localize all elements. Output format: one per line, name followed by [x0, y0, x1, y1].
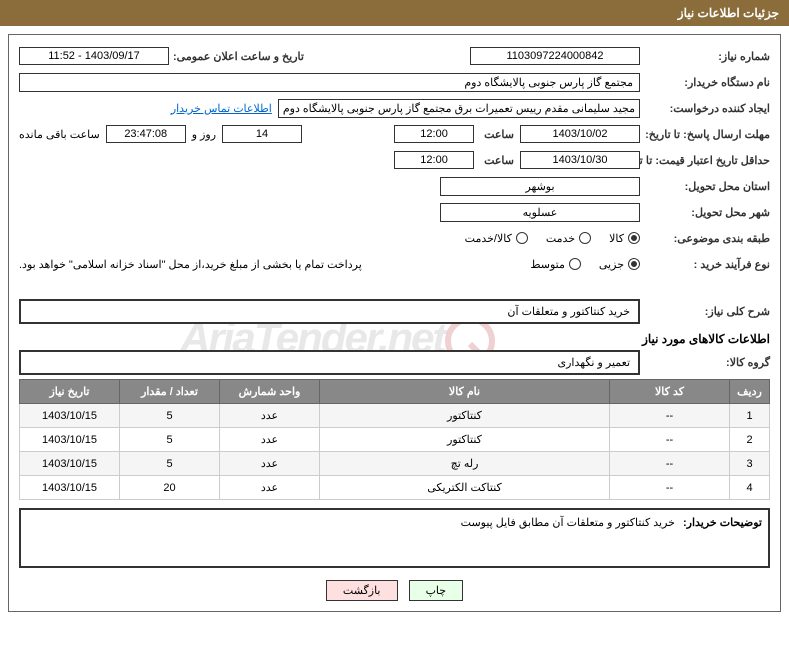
- buyer-notes-label: توضیحات خریدار:: [675, 516, 762, 560]
- group-label: گروه کالا:: [640, 356, 770, 369]
- cell-unit: عدد: [220, 452, 320, 476]
- cell-code: --: [610, 476, 730, 500]
- radio-goods-service[interactable]: کالا/خدمت: [465, 232, 528, 245]
- back-button[interactable]: بازگشت: [326, 580, 398, 601]
- radio-medium[interactable]: متوسط: [530, 258, 581, 271]
- response-deadline-label: مهلت ارسال پاسخ: تا تاریخ:: [640, 128, 770, 141]
- purchase-type-radio-group: جزیی متوسط: [530, 258, 640, 271]
- cell-unit: عدد: [220, 476, 320, 500]
- need-number-label: شماره نیاز:: [640, 50, 770, 63]
- cell-qty: 20: [120, 476, 220, 500]
- radio-partial[interactable]: جزیی: [599, 258, 640, 271]
- need-number-value: 1103097224000842: [470, 47, 640, 65]
- city-value: عسلویه: [440, 203, 640, 222]
- cell-unit: عدد: [220, 404, 320, 428]
- time-label-1: ساعت: [480, 128, 514, 141]
- cell-code: --: [610, 404, 730, 428]
- radio-goods[interactable]: کالا: [609, 232, 640, 245]
- announce-label: تاریخ و ساعت اعلان عمومی:: [169, 50, 304, 63]
- goods-info-title: اطلاعات کالاهای مورد نیاز: [19, 332, 770, 346]
- table-row: 1--کنتاکتورعدد51403/10/15: [20, 404, 770, 428]
- th-name: نام کالا: [320, 380, 610, 404]
- response-date: 1403/10/02: [520, 125, 640, 143]
- buyer-org-value: مجتمع گاز پارس جنوبی پالایشگاه دوم: [19, 73, 640, 92]
- general-desc-label: شرح کلی نیاز:: [640, 305, 770, 318]
- th-code: کد کالا: [610, 380, 730, 404]
- header-title: جزئیات اطلاعات نیاز: [678, 6, 779, 20]
- cell-qty: 5: [120, 404, 220, 428]
- cell-date: 1403/10/15: [20, 452, 120, 476]
- purchase-type-label: نوع فرآیند خرید :: [640, 258, 770, 271]
- validity-date: 1403/10/30: [520, 151, 640, 169]
- cell-row: 2: [730, 428, 770, 452]
- days-and-label: روز و: [192, 128, 216, 141]
- radio-service[interactable]: خدمت: [546, 232, 591, 245]
- table-row: 3--رله تچعدد51403/10/15: [20, 452, 770, 476]
- remaining-label: ساعت باقی مانده: [19, 128, 100, 141]
- validity-label: حداقل تاریخ اعتبار قیمت: تا تاریخ:: [640, 154, 770, 167]
- table-row: 4--کنتاکت الکتریکیعدد201403/10/15: [20, 476, 770, 500]
- th-date: تاریخ نیاز: [20, 380, 120, 404]
- buyer-org-label: نام دستگاه خریدار:: [640, 76, 770, 89]
- cell-qty: 5: [120, 452, 220, 476]
- cell-name: رله تچ: [320, 452, 610, 476]
- cell-row: 3: [730, 452, 770, 476]
- cell-name: کنتاکتور: [320, 404, 610, 428]
- cell-code: --: [610, 452, 730, 476]
- validity-time: 12:00: [394, 151, 474, 169]
- th-row: ردیف: [730, 380, 770, 404]
- cell-qty: 5: [120, 428, 220, 452]
- response-time: 12:00: [394, 125, 474, 143]
- general-desc-value: خرید کنتاکتور و متعلقات آن: [19, 299, 640, 324]
- category-label: طبقه بندی موضوعی:: [640, 232, 770, 245]
- city-label: شهر محل تحویل:: [640, 206, 770, 219]
- cell-name: کنتاکت الکتریکی: [320, 476, 610, 500]
- cell-date: 1403/10/15: [20, 476, 120, 500]
- print-button[interactable]: چاپ: [409, 580, 464, 601]
- buyer-notes-box: توضیحات خریدار: خرید کنتاکتور و متعلقات …: [19, 508, 770, 568]
- cell-row: 4: [730, 476, 770, 500]
- table-row: 2--کنتاکتورعدد51403/10/15: [20, 428, 770, 452]
- th-unit: واحد شمارش: [220, 380, 320, 404]
- cell-unit: عدد: [220, 428, 320, 452]
- requester-value: مجید سلیمانی مقدم رییس تعمیرات برق مجتمع…: [278, 99, 640, 118]
- group-value: تعمیر و نگهداری: [19, 350, 640, 375]
- cell-name: کنتاکتور: [320, 428, 610, 452]
- goods-table: ردیف کد کالا نام کالا واحد شمارش تعداد /…: [19, 379, 770, 500]
- province-label: استان محل تحویل:: [640, 180, 770, 193]
- content-panel: شماره نیاز: 1103097224000842 تاریخ و ساع…: [8, 34, 781, 612]
- buyer-notes-value: خرید کنتاکتور و متعلقات آن مطابق فایل پی…: [27, 516, 675, 560]
- category-radio-group: کالا خدمت کالا/خدمت: [465, 232, 640, 245]
- cell-date: 1403/10/15: [20, 428, 120, 452]
- days-count: 14: [222, 125, 302, 143]
- contact-link[interactable]: اطلاعات تماس خریدار: [171, 102, 272, 115]
- announce-value: 1403/09/17 - 11:52: [19, 47, 169, 65]
- page-header: جزئیات اطلاعات نیاز: [0, 0, 789, 26]
- payment-note: پرداخت تمام یا بخشی از مبلغ خرید،از محل …: [19, 258, 362, 271]
- province-value: بوشهر: [440, 177, 640, 196]
- requester-label: ایجاد کننده درخواست:: [640, 102, 770, 115]
- cell-code: --: [610, 428, 730, 452]
- cell-row: 1: [730, 404, 770, 428]
- time-label-2: ساعت: [480, 154, 514, 167]
- th-qty: تعداد / مقدار: [120, 380, 220, 404]
- cell-date: 1403/10/15: [20, 404, 120, 428]
- countdown: 23:47:08: [106, 125, 186, 143]
